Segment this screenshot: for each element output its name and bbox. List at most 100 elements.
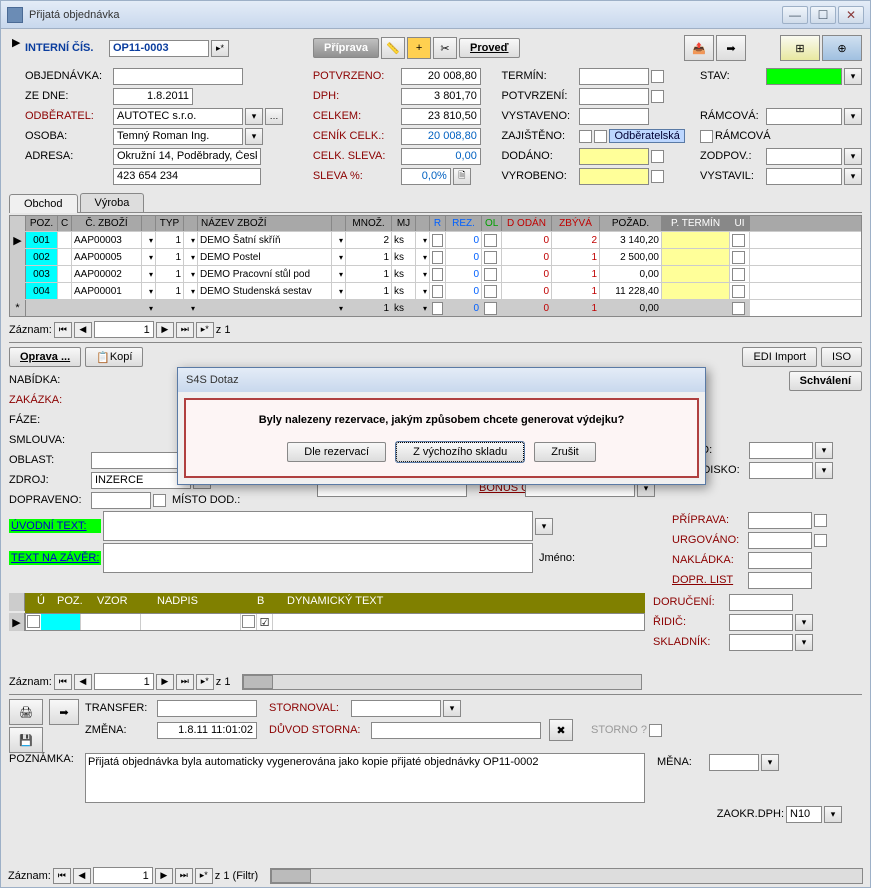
ze-dne-input[interactable] [113,88,193,105]
table-new-row[interactable]: * 1 ks 0 0 1 0,00 [10,299,861,316]
zdroj-input[interactable] [91,472,191,489]
transfer-input[interactable] [157,700,257,717]
cancel-x-icon[interactable]: ✖ [549,719,573,741]
interni-cis-lookup-button[interactable]: ▸* [211,40,229,57]
zodpov-dropdown-icon[interactable]: ▾ [844,148,862,165]
celk-sleva-input[interactable] [401,148,481,165]
arrow-right-icon[interactable]: ➡ [716,35,746,61]
interni-cis-input[interactable] [109,40,209,57]
zajisteno-checkbox2[interactable] [594,130,607,143]
tab-obchod[interactable]: Obchod [9,194,78,213]
celkem-input[interactable] [401,108,481,125]
stav-dropdown-icon[interactable]: ▾ [844,68,862,85]
zaokr-dph-input[interactable] [786,806,822,823]
poznamka-input[interactable]: Přijatá objednávka byla automaticky vyge… [85,753,645,803]
close-button[interactable]: ✕ [838,6,864,24]
priprava-input[interactable] [748,512,812,529]
nakladka-input[interactable] [748,552,812,569]
doruceni-input[interactable] [729,594,793,611]
kopi-button[interactable]: 📋 Kopí [85,347,143,367]
ridic-input[interactable] [729,614,793,631]
print-icon[interactable]: 🖨 [9,699,43,725]
table-row[interactable]: 002 AAP00005 1 DEMO Postel 1 ks 0 0 1 2 … [10,248,861,265]
oprava-button[interactable]: Oprava ... [9,347,81,367]
storno-checkbox[interactable] [649,724,662,737]
ramcova-checkbox[interactable] [700,130,713,143]
uvodni-text-label[interactable]: ÚVODNÍ TEXT: [9,519,101,533]
bnav-pos-input[interactable] [93,867,153,884]
text-zaver-label[interactable]: TEXT NA ZÁVĚR: [9,551,101,565]
zmena-input[interactable] [157,722,257,739]
urgovano-checkbox[interactable] [814,534,827,547]
zajisteno-checkbox[interactable] [579,130,592,143]
minimize-button[interactable]: — [782,6,808,24]
vystaveno-input[interactable] [579,108,649,125]
bottom-hscroll[interactable] [270,868,863,884]
proved-button[interactable]: Proveď [459,38,519,58]
dyn-checkbox2[interactable] [242,615,255,628]
dopr-list-input[interactable] [748,572,812,589]
adresa1-input[interactable] [113,148,261,165]
sleva-pct-input[interactable] [401,168,451,185]
nav-new-button[interactable]: ▸* [196,322,214,338]
stredisko-dropdown-icon[interactable]: ▾ [815,462,833,479]
nav-last-button[interactable]: ⏭ [176,322,194,338]
stav-input[interactable] [766,68,842,85]
uvodni-text-dropdown-icon[interactable]: ▾ [535,518,553,535]
sklad-input[interactable] [749,442,813,459]
nav2-next-button[interactable]: ▶ [156,674,174,690]
mena2-input[interactable] [709,754,759,771]
mena2-dropdown-icon[interactable]: ▾ [761,754,779,771]
bnav-last-button[interactable]: ⏭ [175,868,193,884]
nav-first-button[interactable]: ⏮ [54,322,72,338]
potvrzeni-checkbox[interactable] [651,90,664,103]
text-zaver-input[interactable] [103,543,533,573]
dph-input[interactable] [401,88,481,105]
stredisko-input[interactable] [749,462,813,479]
termin-input[interactable] [579,68,649,85]
forward-icon[interactable]: ➡ [49,699,79,725]
odberatel-lookup-button[interactable]: … [265,108,283,125]
priprava-button[interactable]: Příprava [313,38,379,58]
maximize-button[interactable]: ☐ [810,6,836,24]
dopr-list-label[interactable]: DOPR. LIST [672,574,746,586]
bnav-new-button[interactable]: ▸* [195,868,213,884]
save-icon[interactable]: 💾 [9,727,43,753]
nav-prev-button[interactable]: ◀ [74,322,92,338]
objednavka-input[interactable] [113,68,243,85]
nav2-new-button[interactable]: ▸* [196,674,214,690]
nav2-last-button[interactable]: ⏭ [176,674,194,690]
dle-rezervaci-button[interactable]: Dle rezervací [287,442,386,462]
edi-import-button[interactable]: EDI Import [742,347,817,367]
potvrzeni-input[interactable] [579,88,649,105]
nav2-first-button[interactable]: ⏮ [54,674,72,690]
zodpov-input[interactable] [766,148,842,165]
vyrobeno-input[interactable] [579,168,649,185]
nav2-prev-button[interactable]: ◀ [74,674,92,690]
table-row[interactable]: 004 AAP00001 1 DEMO Studenská sestav 1 k… [10,282,861,299]
skladnik-dropdown-icon[interactable]: ▾ [795,634,813,651]
dodano-checkbox[interactable] [651,150,664,163]
stornoval-input[interactable] [351,700,441,717]
tab-vyroba[interactable]: Výroba [80,193,145,212]
dyn-checkbox1[interactable] [27,615,40,628]
nav2-pos-input[interactable] [94,673,154,690]
grid-icon[interactable]: ⊞ [780,35,820,61]
scissors-icon[interactable]: ✂ [433,37,457,59]
bnav-first-button[interactable]: ⏮ [53,868,71,884]
zaokr-dph-dropdown-icon[interactable]: ▾ [824,806,842,823]
ramcova-input[interactable] [766,108,842,125]
ramcova-dropdown-icon[interactable]: ▾ [844,108,862,125]
dodano-input[interactable] [579,148,649,165]
hscroll[interactable] [242,674,642,690]
sleva-doc-icon[interactable]: 🗎 [453,168,471,185]
potvrzeno-input[interactable] [401,68,481,85]
iso-button[interactable]: ISO [821,347,862,367]
globe-icon[interactable]: ⊕ [822,35,862,61]
vystavil-dropdown-icon[interactable]: ▾ [844,168,862,185]
bnav-prev-button[interactable]: ◀ [73,868,91,884]
nav-next-button[interactable]: ▶ [156,322,174,338]
wand-icon[interactable]: 📏 [381,37,405,59]
osoba-dropdown-icon[interactable]: ▾ [245,128,263,145]
termin-checkbox[interactable] [651,70,664,83]
